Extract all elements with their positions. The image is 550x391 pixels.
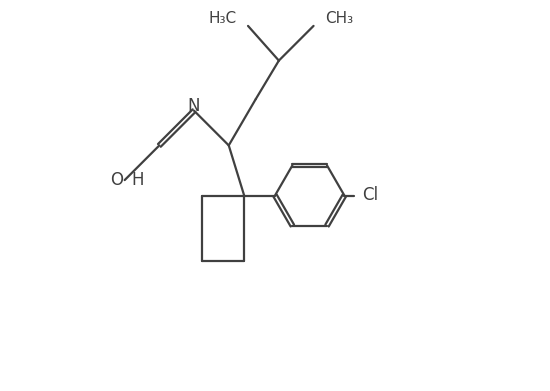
Text: H₃C: H₃C: [208, 11, 236, 27]
Text: CH₃: CH₃: [325, 11, 353, 27]
Text: N: N: [188, 97, 200, 115]
Text: O: O: [110, 171, 123, 189]
Text: Cl: Cl: [362, 187, 378, 204]
Text: H: H: [131, 171, 144, 189]
